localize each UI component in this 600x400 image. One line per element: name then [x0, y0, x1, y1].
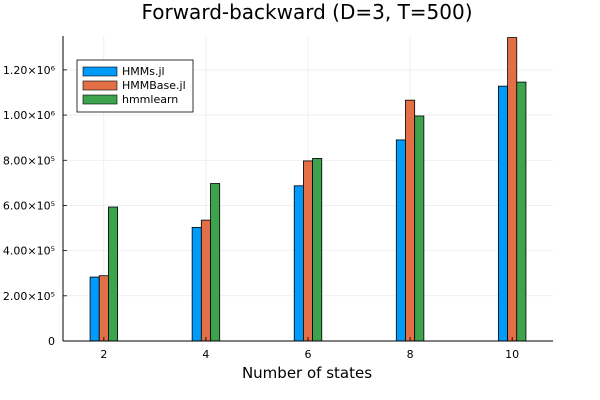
bar	[516, 81, 527, 342]
legend-swatch	[82, 94, 118, 105]
legend-label: HMMs.jl	[122, 65, 165, 78]
legend-swatch	[82, 66, 118, 77]
bar	[312, 158, 323, 342]
x-tick-label: 10	[505, 348, 519, 361]
bars	[89, 37, 527, 342]
y-tick-label: 2.00×10⁵	[3, 290, 55, 303]
tick-labels: 2 4 6 8 10 0 2.00×10⁵ 4.00×10⁵ 6.00×10⁵ 8.00×10⁵ 1…	[3, 64, 519, 361]
y-tick-label: 8.00×10⁵	[3, 154, 55, 167]
x-tick-label: 8	[407, 348, 414, 361]
legend-label: HMMBase.jl	[122, 79, 186, 92]
legend-swatch	[82, 80, 118, 91]
chart-title: Forward-backward (D=3, T=500)	[141, 0, 472, 24]
x-tick-label: 6	[305, 348, 312, 361]
y-tick-label: 4.00×10⁵	[3, 245, 55, 258]
axes	[62, 36, 553, 342]
x-tick-label: 4	[202, 348, 209, 361]
bar	[293, 185, 304, 342]
x-axis-label: Number of states	[242, 364, 372, 382]
y-tick-label: 6.00×10⁵	[3, 199, 55, 212]
bar	[395, 139, 406, 342]
bar	[89, 276, 100, 342]
bar	[405, 99, 416, 342]
x-tick-label: 2	[100, 348, 107, 361]
bar	[210, 183, 221, 342]
bar	[303, 160, 313, 342]
y-tick-label: 1.20×10⁶	[3, 64, 56, 77]
bar	[507, 37, 518, 342]
bar	[191, 226, 202, 342]
y-tick-label: 1.00×10⁶	[3, 109, 56, 122]
bar	[414, 115, 425, 342]
bar	[108, 206, 119, 342]
bar	[200, 219, 211, 342]
bar	[98, 275, 109, 342]
legend-label: hmmlearn	[122, 93, 178, 106]
bar	[497, 85, 508, 342]
y-tick-label: 0	[48, 335, 55, 348]
